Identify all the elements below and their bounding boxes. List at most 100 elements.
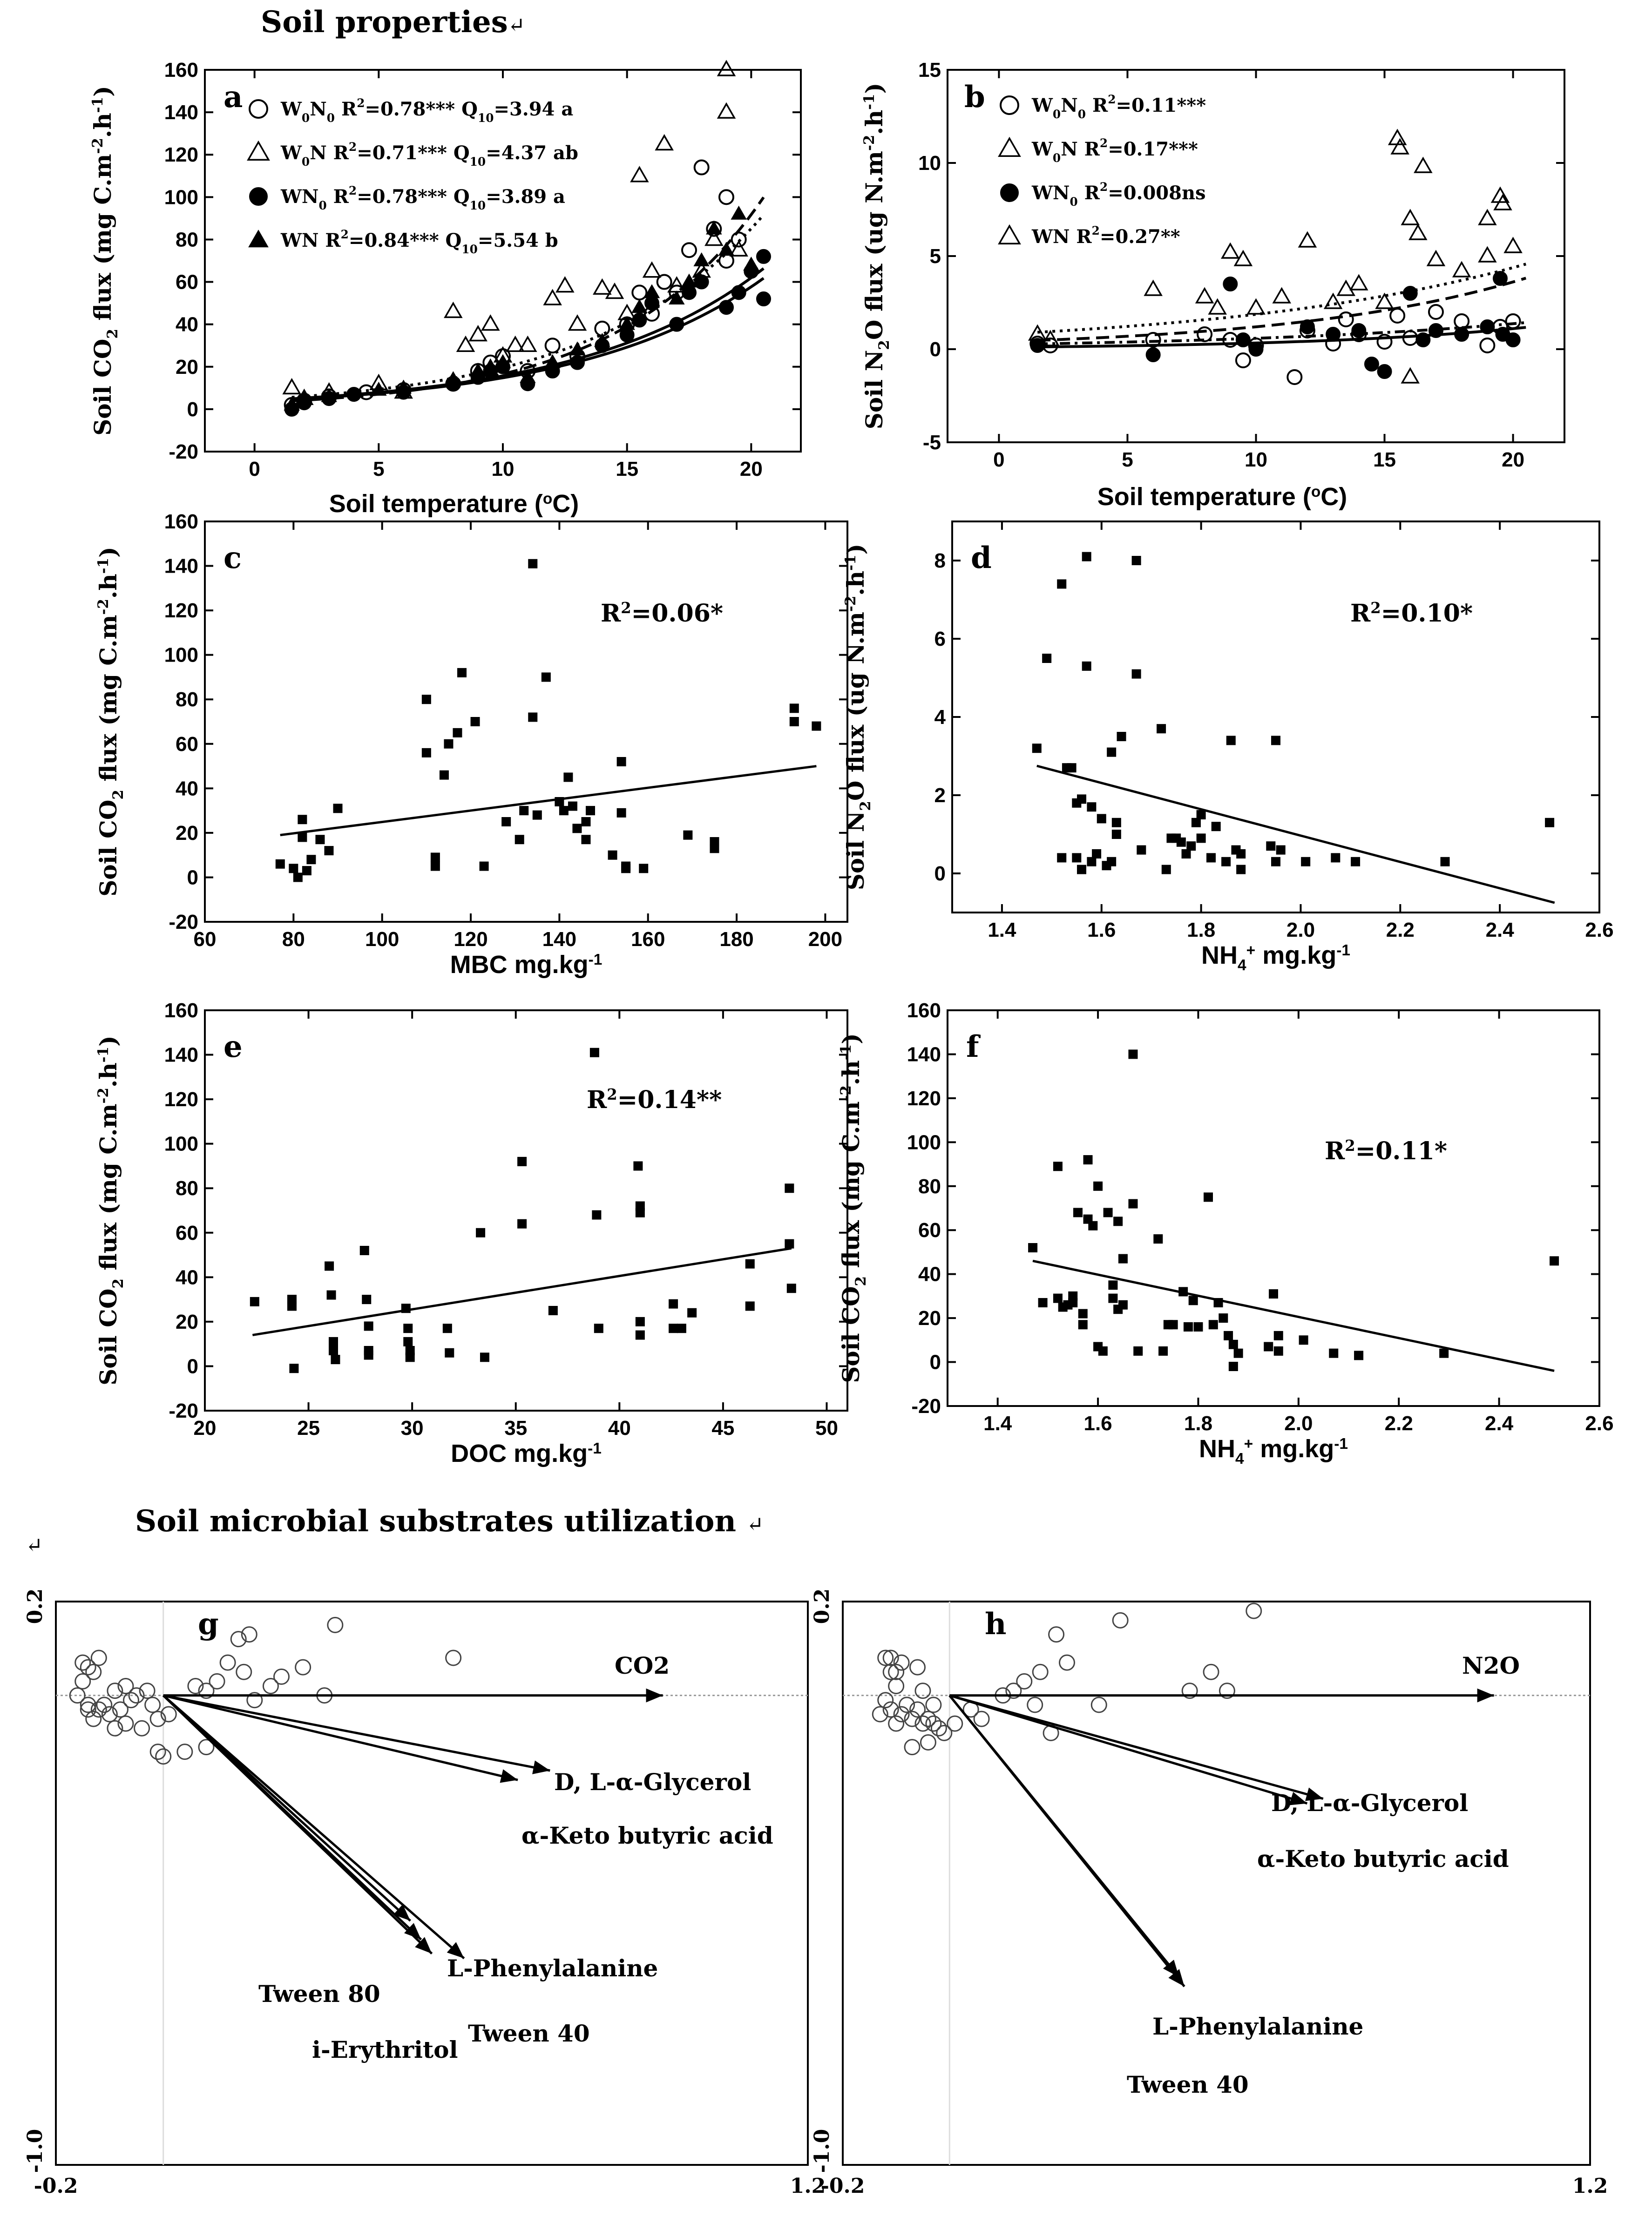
data-point bbox=[1158, 1346, 1168, 1356]
data-point bbox=[1082, 661, 1091, 671]
data-point bbox=[1505, 332, 1521, 347]
bottom-section-title: Soil microbial substrates utilization ↵ bbox=[135, 1504, 764, 1539]
data-point bbox=[1197, 326, 1213, 342]
data-point bbox=[1414, 156, 1433, 173]
x-tick-label: -0.2 bbox=[34, 2174, 78, 2198]
data-point bbox=[329, 1346, 338, 1355]
data-point bbox=[1478, 209, 1497, 225]
arrow-label: Tween 80 bbox=[258, 1980, 380, 2008]
data-point bbox=[655, 134, 674, 151]
data-point bbox=[80, 1701, 96, 1718]
data-point bbox=[1388, 128, 1407, 145]
data-point bbox=[1336, 279, 1356, 296]
y-tick-label: 120 bbox=[164, 143, 198, 166]
x-tick-label: 15 bbox=[1373, 448, 1396, 471]
x-axis-label: Soil temperature (oC) bbox=[329, 490, 579, 518]
y-tick-label: 20 bbox=[176, 356, 198, 379]
arrow-label: Tween 40 bbox=[468, 2020, 590, 2047]
data-point bbox=[1401, 209, 1420, 225]
data-point bbox=[329, 1337, 338, 1346]
data-point bbox=[694, 274, 709, 290]
r2-annotation: R2=0.10* bbox=[1350, 599, 1473, 628]
data-point bbox=[1053, 1293, 1063, 1303]
data-point bbox=[789, 717, 799, 726]
data-point bbox=[1208, 298, 1227, 315]
panel-label-b: b bbox=[964, 80, 985, 115]
data-point bbox=[568, 801, 577, 811]
arrow-label: α-Keto butyric acid bbox=[1257, 1845, 1509, 1873]
data-point bbox=[785, 1239, 794, 1249]
data-point bbox=[1145, 347, 1161, 362]
data-point bbox=[1272, 287, 1291, 304]
x-tick-label: 2.4 bbox=[1485, 1412, 1514, 1435]
data-point bbox=[786, 1284, 796, 1293]
data-point bbox=[482, 358, 499, 372]
data-point bbox=[453, 728, 462, 737]
data-point bbox=[247, 140, 270, 161]
panel-label-g: g bbox=[198, 1607, 219, 1642]
data-point bbox=[1005, 1683, 1022, 1699]
data-point bbox=[1228, 1362, 1238, 1371]
plot-frame bbox=[204, 521, 848, 923]
x-tick-label: 2.6 bbox=[1585, 919, 1613, 941]
data-point bbox=[481, 314, 500, 331]
loading-arrow bbox=[949, 1694, 1308, 1805]
panel-a: 0 5 10 15 20 -20 0 20 40 60 80 100 120 140 160 Soil CO2… bbox=[89, 59, 802, 518]
plot-frame bbox=[204, 1009, 848, 1412]
data-point bbox=[1206, 853, 1216, 863]
y-tick-label: 20 bbox=[176, 822, 198, 845]
data-point bbox=[1072, 853, 1082, 863]
data-point bbox=[331, 1355, 340, 1365]
data-point bbox=[1193, 1322, 1203, 1332]
data-point bbox=[1331, 853, 1341, 863]
data-point bbox=[1087, 857, 1097, 866]
data-point bbox=[101, 1706, 118, 1723]
data-point bbox=[302, 866, 311, 876]
panel-g: -0.2 1.2 0.2 -1.0 g CO2 D, L-α-Glycerol α-Keto … bbox=[23, 1589, 826, 2198]
x-tick-label: 2.6 bbox=[1585, 1412, 1613, 1435]
data-point bbox=[920, 1734, 936, 1751]
data-point bbox=[1246, 1602, 1262, 1619]
data-point bbox=[1028, 1243, 1038, 1252]
y-tick-label: 0 bbox=[187, 1355, 198, 1378]
data-point bbox=[888, 1678, 905, 1694]
data-point bbox=[470, 717, 480, 726]
regression-line bbox=[280, 765, 817, 837]
x-tick-label: 120 bbox=[454, 928, 487, 951]
y-tick-label: 0.2 bbox=[23, 1589, 47, 1624]
x-tick-label: 2.0 bbox=[1284, 1412, 1313, 1435]
data-point bbox=[1111, 818, 1121, 827]
x-tick-label: 200 bbox=[808, 928, 842, 951]
data-point bbox=[518, 335, 537, 352]
y-tick-label: -20 bbox=[169, 1399, 198, 1422]
data-point bbox=[1235, 352, 1251, 368]
data-point bbox=[1000, 95, 1019, 115]
data-point bbox=[1439, 1348, 1449, 1358]
data-point bbox=[925, 1697, 942, 1713]
panel-f: 1.4 1.6 1.8 2.0 2.2 2.4 2.6 -20 0 20 40 60 80 100 120 1… bbox=[837, 999, 1614, 1467]
data-point bbox=[1027, 1697, 1043, 1713]
data-point bbox=[250, 1297, 259, 1306]
data-point bbox=[1266, 841, 1276, 851]
data-point bbox=[544, 338, 561, 354]
fit-curve bbox=[291, 196, 765, 403]
data-point bbox=[581, 817, 591, 826]
y-tick-label: 4 bbox=[934, 706, 946, 729]
data-point bbox=[289, 1364, 299, 1373]
x-tick-label: 25 bbox=[297, 1417, 320, 1440]
data-point bbox=[403, 1337, 413, 1346]
data-point bbox=[198, 1683, 215, 1699]
arrow-head bbox=[532, 1760, 550, 1774]
data-point bbox=[687, 1308, 697, 1318]
data-point bbox=[914, 1715, 931, 1732]
data-point bbox=[717, 102, 736, 119]
data-point bbox=[1028, 324, 1047, 341]
data-point bbox=[293, 872, 303, 882]
data-point bbox=[1088, 1221, 1098, 1230]
data-point bbox=[1221, 857, 1231, 866]
data-point bbox=[1083, 1155, 1093, 1165]
data-point bbox=[904, 1739, 921, 1756]
data-point bbox=[1196, 833, 1206, 843]
data-point bbox=[90, 1701, 107, 1718]
loading-arrow bbox=[949, 1694, 1324, 1800]
